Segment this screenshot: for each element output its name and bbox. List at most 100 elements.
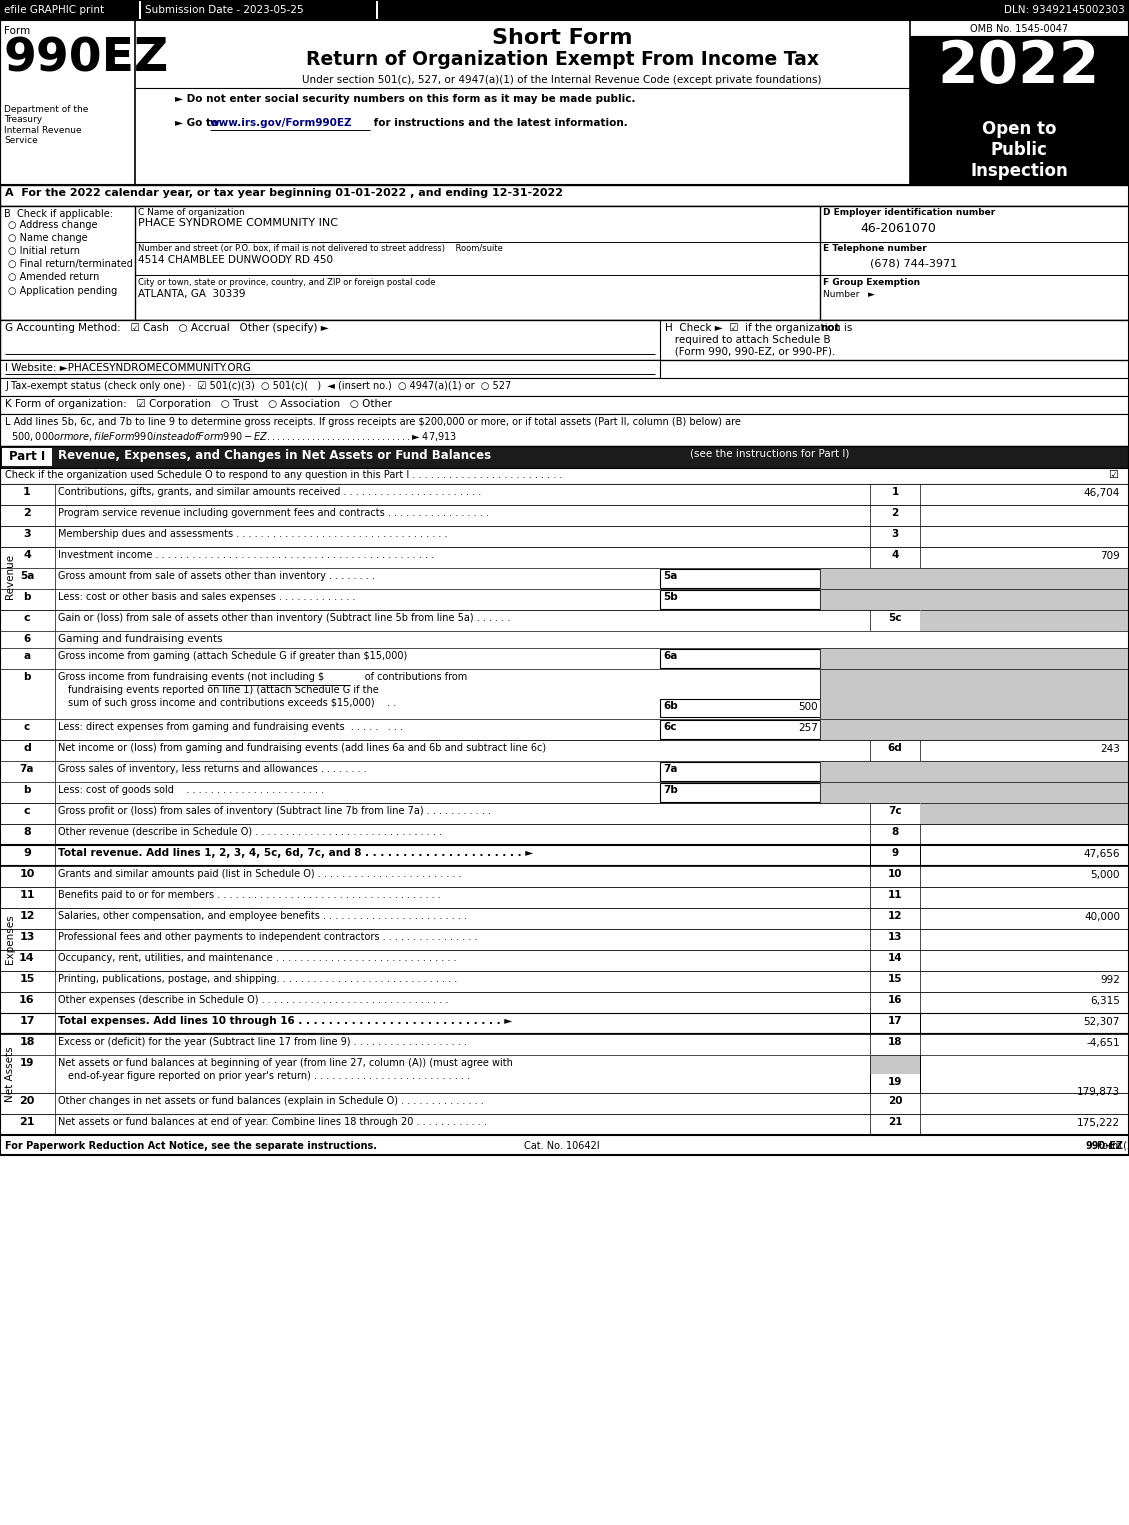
Text: J Tax-exempt status (check only one) ·  ☑ 501(c)(3)  ○ 501(c)(   )  ◄ (insert no: J Tax-exempt status (check only one) · ☑… <box>5 381 511 390</box>
Bar <box>0 445 1129 468</box>
Bar <box>870 1055 920 1093</box>
Bar <box>0 483 1129 505</box>
Bar <box>820 567 1129 589</box>
Text: Benefits paid to or for members . . . . . . . . . . . . . . . . . . . . . . . . : Benefits paid to or for members . . . . … <box>58 891 440 900</box>
Text: 52,307: 52,307 <box>1084 1017 1120 1026</box>
Text: (678) 744-3971: (678) 744-3971 <box>870 258 957 268</box>
Bar <box>0 740 1129 761</box>
Text: 20: 20 <box>887 1096 902 1106</box>
Bar <box>139 0 141 20</box>
Text: Cat. No. 10642I: Cat. No. 10642I <box>524 1141 599 1151</box>
Text: 6a: 6a <box>663 651 677 660</box>
Text: Part I: Part I <box>9 450 45 464</box>
Text: 992: 992 <box>1100 974 1120 985</box>
Text: 12: 12 <box>887 910 902 921</box>
Text: Form: Form <box>5 26 30 37</box>
Bar <box>660 762 820 781</box>
Text: G Accounting Method:   ☑ Cash   ○ Accrual   Other (specify) ►: G Accounting Method: ☑ Cash ○ Accrual Ot… <box>5 323 329 332</box>
Text: 1: 1 <box>23 486 30 497</box>
Text: Total revenue. Add lines 1, 2, 3, 4, 5c, 6d, 7c, and 8 . . . . . . . . . . . . .: Total revenue. Add lines 1, 2, 3, 4, 5c,… <box>58 848 533 859</box>
Bar <box>0 1013 1129 1034</box>
Bar <box>0 718 1129 740</box>
Text: 17: 17 <box>887 1016 902 1026</box>
Text: 6c: 6c <box>663 721 676 732</box>
Bar <box>660 590 820 608</box>
Bar <box>0 468 1129 483</box>
Bar <box>660 720 820 740</box>
Text: Revenue: Revenue <box>5 554 15 599</box>
Text: F Group Exemption: F Group Exemption <box>823 278 920 287</box>
Text: 21: 21 <box>887 1116 902 1127</box>
Bar <box>0 631 1129 648</box>
Text: 18: 18 <box>887 1037 902 1048</box>
Text: 11: 11 <box>887 891 902 900</box>
Bar <box>0 206 1129 320</box>
Text: b: b <box>24 673 30 682</box>
Text: (Form 990, 990-EZ, or 990-PF).: (Form 990, 990-EZ, or 990-PF). <box>665 348 835 357</box>
Text: 990EZ: 990EZ <box>5 37 169 81</box>
Text: 16: 16 <box>19 994 35 1005</box>
Text: 16: 16 <box>887 994 902 1005</box>
Text: OMB No. 1545-0047: OMB No. 1545-0047 <box>970 24 1068 34</box>
Text: 4: 4 <box>23 551 30 560</box>
Bar <box>0 950 1129 971</box>
Bar <box>0 1055 1129 1093</box>
Text: 15: 15 <box>887 974 902 984</box>
Text: Under section 501(c), 527, or 4947(a)(1) of the Internal Revenue Code (except pr: Under section 501(c), 527, or 4947(a)(1)… <box>303 75 822 85</box>
Text: 5,000: 5,000 <box>1091 869 1120 880</box>
Bar <box>820 718 1129 740</box>
Text: Gross income from fundraising events (not including $             of contributio: Gross income from fundraising events (no… <box>58 673 467 682</box>
Text: 8: 8 <box>23 827 30 837</box>
Text: 13: 13 <box>887 932 902 942</box>
Bar <box>910 116 1129 185</box>
Text: Short Form: Short Form <box>492 27 632 47</box>
Text: Printing, publications, postage, and shipping. . . . . . . . . . . . . . . . . .: Printing, publications, postage, and shi… <box>58 974 457 984</box>
Text: 40,000: 40,000 <box>1084 912 1120 923</box>
Text: 243: 243 <box>1100 744 1120 753</box>
Bar <box>2 448 52 467</box>
Text: ○ Name change: ○ Name change <box>8 233 88 242</box>
Text: b: b <box>24 592 30 602</box>
Text: efile GRAPHIC print: efile GRAPHIC print <box>5 5 104 15</box>
Text: d: d <box>23 743 30 753</box>
Text: Excess or (deficit) for the year (Subtract line 17 from line 9) . . . . . . . . : Excess or (deficit) for the year (Subtra… <box>58 1037 467 1048</box>
Text: Form: Form <box>1097 1141 1124 1151</box>
Text: K Form of organization:   ☑ Corporation   ○ Trust   ○ Association   ○ Other: K Form of organization: ☑ Corporation ○ … <box>5 400 392 409</box>
Text: 46,704: 46,704 <box>1084 488 1120 499</box>
Text: 6d: 6d <box>887 743 902 753</box>
Text: 5a: 5a <box>663 570 677 581</box>
Text: 2022: 2022 <box>938 38 1100 95</box>
Text: 19: 19 <box>20 1058 34 1068</box>
Text: Check if the organization used Schedule O to respond to any question in this Par: Check if the organization used Schedule … <box>5 470 562 480</box>
Bar <box>0 0 1129 1154</box>
Bar <box>0 929 1129 950</box>
Text: 10: 10 <box>19 869 35 878</box>
Text: Return of Organization Exempt From Income Tax: Return of Organization Exempt From Incom… <box>306 50 819 69</box>
Text: 11: 11 <box>19 891 35 900</box>
Bar <box>660 698 820 717</box>
Bar <box>820 669 1129 718</box>
Bar <box>0 888 1129 907</box>
Text: Department of the
Treasury
Internal Revenue
Service: Department of the Treasury Internal Reve… <box>5 105 88 145</box>
Bar <box>0 971 1129 991</box>
Bar <box>0 185 1129 206</box>
Text: A  For the 2022 calendar year, or tax year beginning 01-01-2022 , and ending 12-: A For the 2022 calendar year, or tax yea… <box>5 188 563 198</box>
Text: fundraising events reported on line 1) (attach Schedule G if the: fundraising events reported on line 1) (… <box>68 685 378 695</box>
Text: 5c: 5c <box>889 613 902 624</box>
Bar <box>820 761 1129 782</box>
Text: ► Go to: ► Go to <box>175 117 222 128</box>
Text: 9: 9 <box>23 848 30 859</box>
Bar <box>910 37 1129 116</box>
Text: b: b <box>24 785 30 795</box>
Text: Gross income from gaming (attach Schedule G if greater than $15,000): Gross income from gaming (attach Schedul… <box>58 651 408 660</box>
Bar <box>0 648 1129 669</box>
Text: 3: 3 <box>892 529 899 538</box>
Text: ○ Final return/terminated: ○ Final return/terminated <box>8 259 133 268</box>
Text: www.irs.gov/Form990EZ: www.irs.gov/Form990EZ <box>210 117 352 128</box>
Bar <box>0 360 660 378</box>
Text: 19: 19 <box>887 1077 902 1087</box>
Text: 2: 2 <box>892 508 899 518</box>
Text: 7b: 7b <box>663 785 677 795</box>
Bar <box>0 991 1129 1013</box>
Text: Gaming and fundraising events: Gaming and fundraising events <box>58 634 222 644</box>
